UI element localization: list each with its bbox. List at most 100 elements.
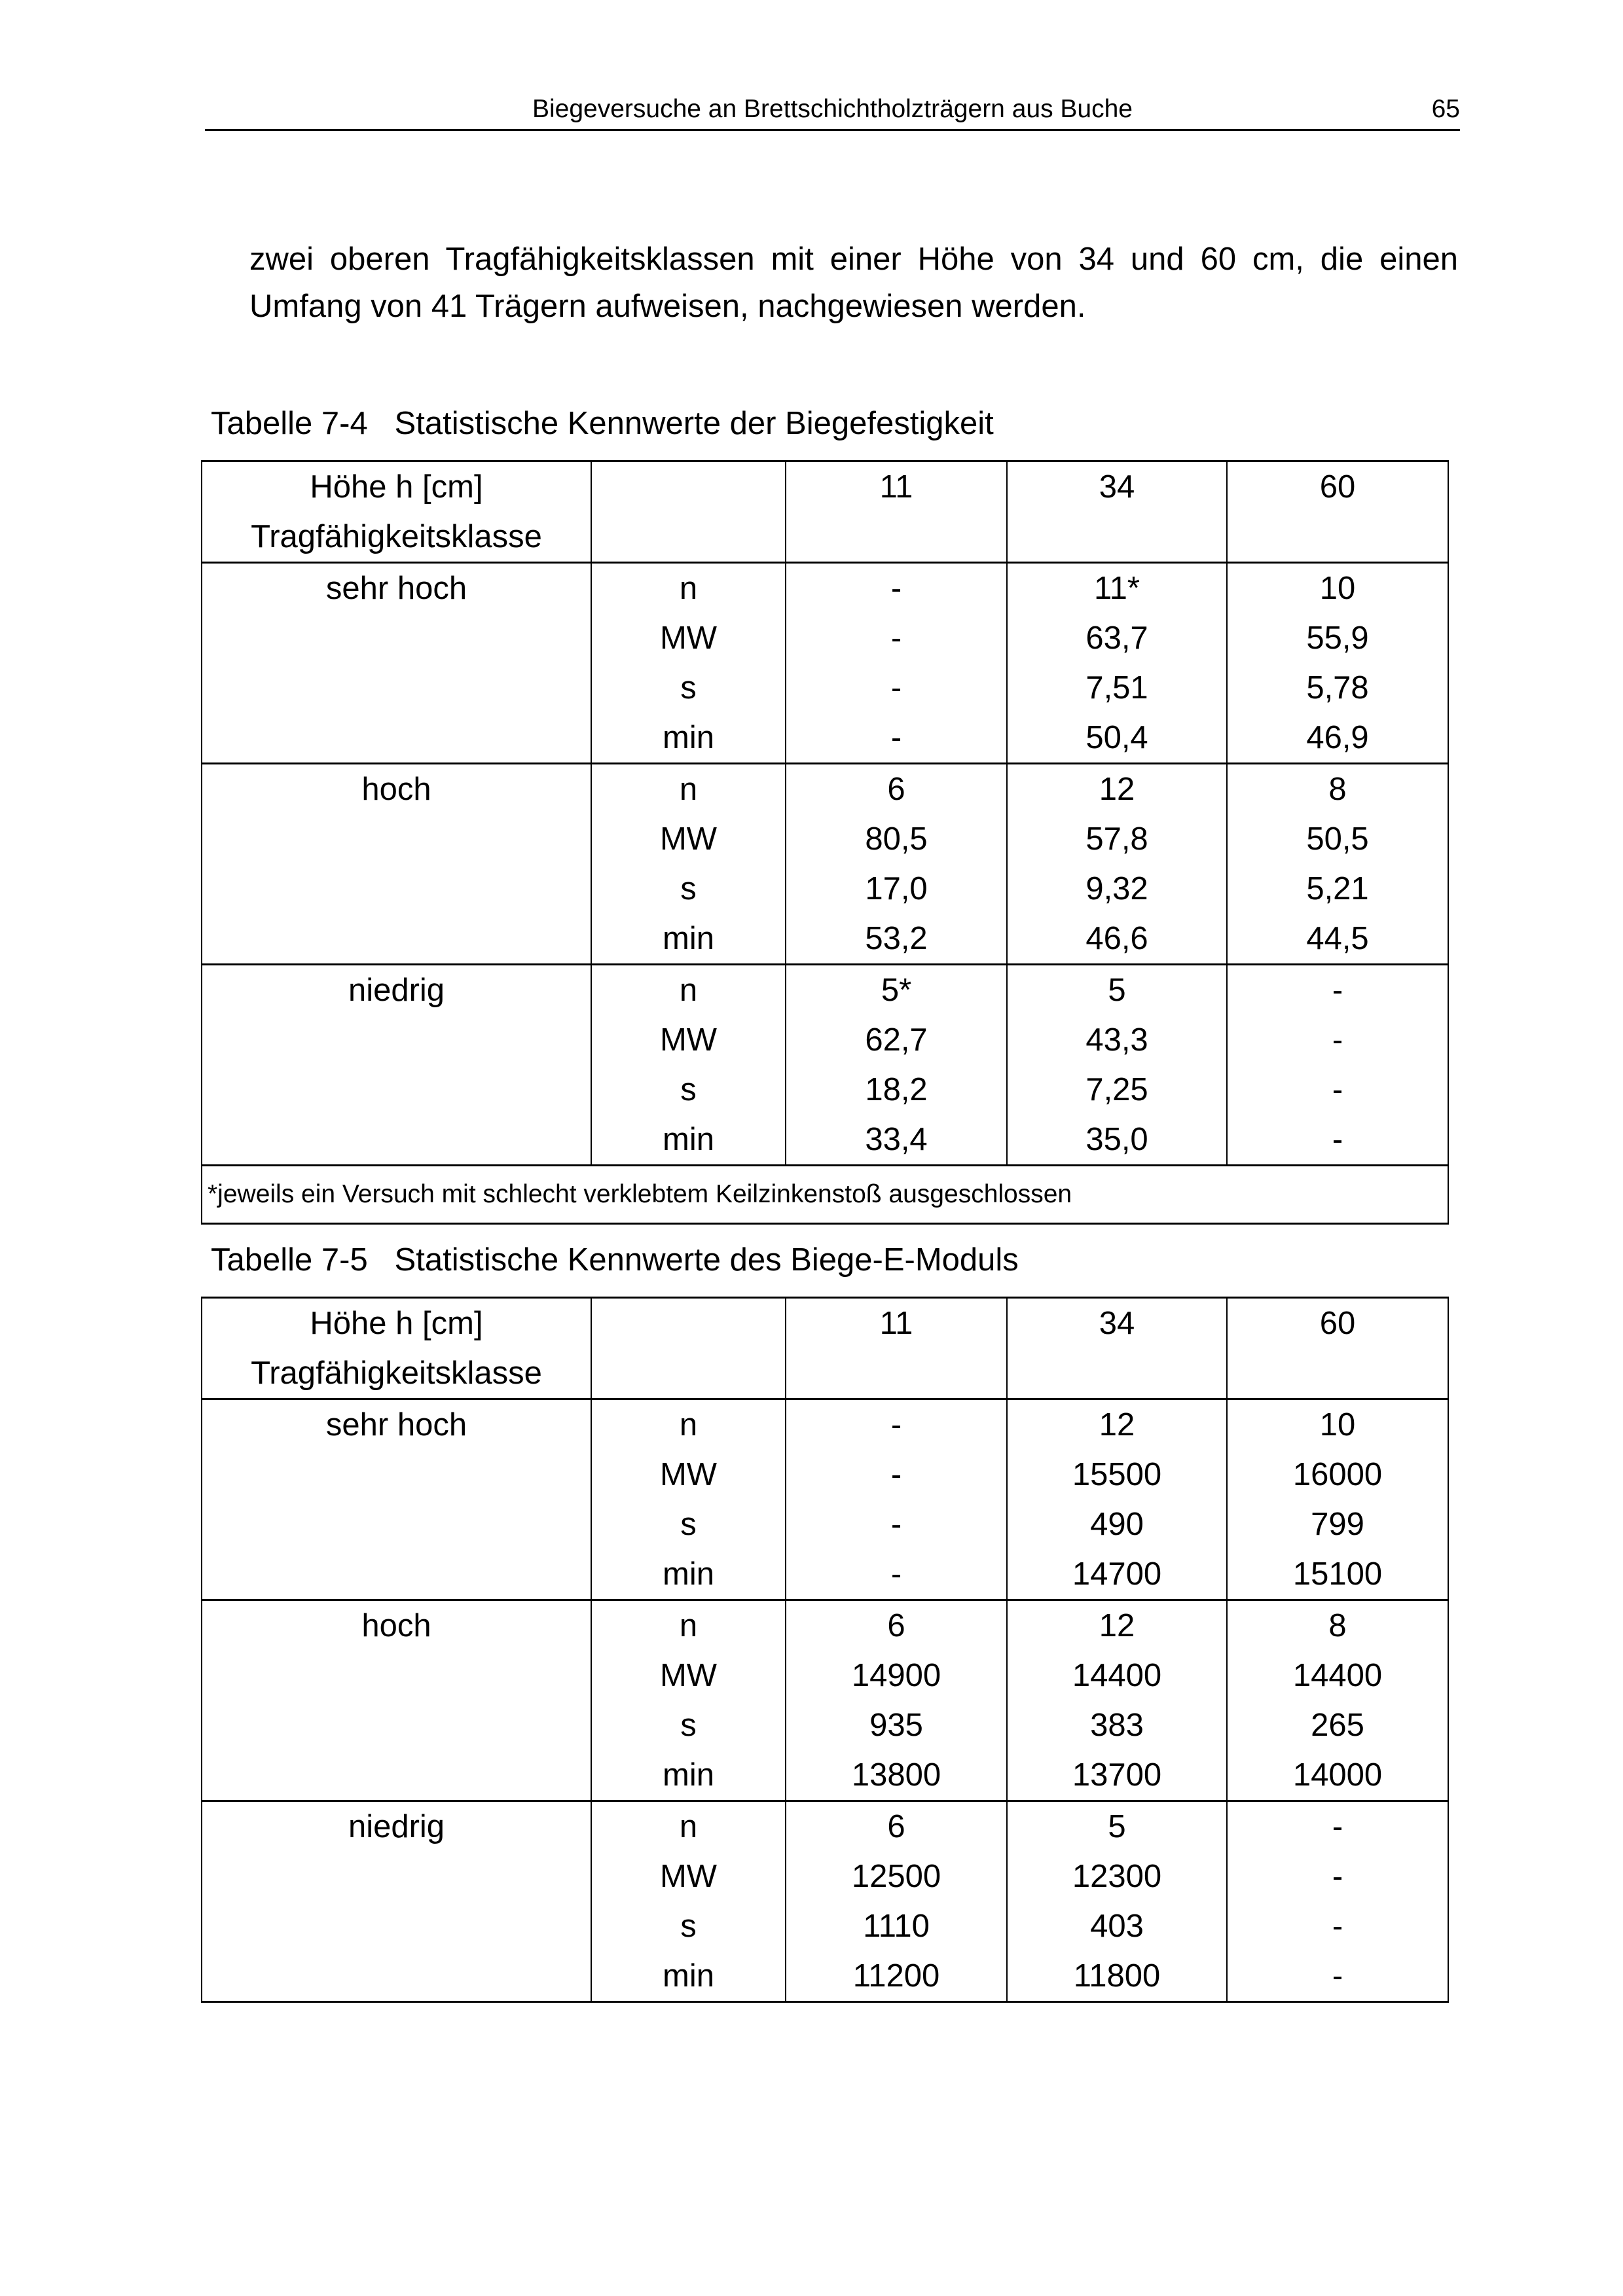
table-value: 57,8 xyxy=(1085,821,1148,857)
stat-label: s xyxy=(680,871,697,906)
table-bending-modulus: Höhe h [cm] Tragfähigkeitsklasse 11 34 60 seh… xyxy=(201,1297,1449,2003)
value-cell: - - - - xyxy=(785,562,1008,764)
value-cell: 5 43,3 7,25 35,0 xyxy=(1006,963,1228,1166)
stat-label: min xyxy=(663,1556,714,1592)
value-cell: 12 15500 490 14700 xyxy=(1006,1398,1228,1600)
column-header-value: 60 xyxy=(1319,1306,1356,1341)
value-cell: 5 12300 403 11800 xyxy=(1006,1800,1228,2003)
table-value: 12300 xyxy=(1072,1859,1162,1894)
column-header-height: 60 xyxy=(1226,460,1449,563)
table-value: 7,51 xyxy=(1085,670,1148,706)
table-row-group: hoch n MW s min 6 14900 935 13800 12 14400 383 13700… xyxy=(201,1599,1449,1801)
table-value: 935 xyxy=(869,1708,923,1743)
table-value: 11* xyxy=(1094,571,1140,606)
value-cell: 11* 63,7 7,51 50,4 xyxy=(1006,562,1228,764)
table-value: 15100 xyxy=(1292,1556,1383,1592)
table-row-group: sehr hoch n MW s min - - - - 12 15500 490 14700 10 160… xyxy=(201,1398,1449,1600)
stat-label: s xyxy=(680,1708,697,1743)
value-cell: 10 55,9 5,78 46,9 xyxy=(1226,562,1449,764)
table-value: 17,0 xyxy=(865,871,928,906)
stat-label: MW xyxy=(659,1022,718,1058)
table-value: 5* xyxy=(881,973,912,1008)
table-value: - xyxy=(890,720,902,755)
table-row-group: sehr hoch n MW s min - - - - 11* 63,7 7,51 50,4 10 55,… xyxy=(201,562,1449,764)
stat-label: s xyxy=(680,670,697,706)
value-cell: - - - - xyxy=(785,1398,1008,1600)
column-header-value: 11 xyxy=(879,469,913,505)
table-value: - xyxy=(890,1507,902,1542)
column-header-height: 11 xyxy=(785,460,1008,563)
stat-label: MW xyxy=(659,1658,718,1693)
stat-label: MW xyxy=(659,1457,718,1492)
stat-label: s xyxy=(680,1072,697,1107)
header-empty-cell xyxy=(591,1297,786,1399)
table-value: 5 xyxy=(1108,1809,1126,1844)
stat-label-cell: n MW s min xyxy=(591,562,786,764)
table-value: 12 xyxy=(1099,1608,1135,1643)
table-value: 62,7 xyxy=(865,1022,928,1058)
column-header-height: 11 xyxy=(785,1297,1008,1399)
table-value: 18,2 xyxy=(865,1072,928,1107)
table-value: 12 xyxy=(1099,1407,1135,1443)
table-value: 5,78 xyxy=(1306,670,1369,706)
value-cell: 8 50,5 5,21 44,5 xyxy=(1226,762,1449,965)
table-value: 14900 xyxy=(851,1658,941,1693)
header-label-cell: Höhe h [cm] Tragfähigkeitsklasse xyxy=(201,1297,592,1399)
table-value: 265 xyxy=(1311,1708,1364,1743)
table-value: 9,32 xyxy=(1085,871,1148,906)
table-value: 10 xyxy=(1319,1407,1356,1443)
body-paragraph: zwei oberen Tragfähigkeitsklassen mit ei… xyxy=(249,242,1458,324)
stat-label: MW xyxy=(659,1859,718,1894)
table-value: 46,9 xyxy=(1306,720,1369,755)
table-footnote: *jeweils ein Versuch mit schlecht verkle… xyxy=(201,1164,1449,1225)
value-cell: 12 14400 383 13700 xyxy=(1006,1599,1228,1801)
table-value: 6 xyxy=(887,1809,905,1844)
table-value: 11200 xyxy=(852,1958,940,1994)
table-value: 46,6 xyxy=(1085,921,1148,956)
table-value: 6 xyxy=(887,1608,905,1643)
table-row-group: niedrig n MW s min 6 12500 1110 11200 5 12300 403 11… xyxy=(201,1800,1449,2003)
table-value: 14400 xyxy=(1292,1658,1383,1693)
stat-label: s xyxy=(680,1507,697,1542)
group-label: sehr hoch xyxy=(325,1407,467,1443)
table-value: 53,2 xyxy=(865,921,928,956)
stat-label: MW xyxy=(659,620,718,656)
group-label-cell: sehr hoch xyxy=(201,562,592,764)
stat-label: min xyxy=(663,1958,714,1994)
value-cell: 6 14900 935 13800 xyxy=(785,1599,1008,1801)
table-value: - xyxy=(1332,1122,1343,1157)
stat-label-cell: n MW s min xyxy=(591,963,786,1166)
table-bending-strength: Höhe h [cm] Tragfähigkeitsklasse 11 34 60 seh… xyxy=(201,460,1449,1225)
table-row-group: hoch n MW s min 6 80,5 17,0 53,2 12 57,8 9,32 46,6 8 5… xyxy=(201,762,1449,965)
table-value: 14700 xyxy=(1072,1556,1162,1592)
value-cell: - - - - xyxy=(1226,963,1449,1166)
table-value: 55,9 xyxy=(1306,620,1369,656)
table-footnote-row: *jeweils ein Versuch mit schlecht verkle… xyxy=(201,1164,1449,1225)
header-label: Höhe h [cm] xyxy=(310,1306,483,1341)
table-value: - xyxy=(890,670,902,706)
table-value: - xyxy=(890,1556,902,1592)
table-value: - xyxy=(1332,973,1343,1008)
table-value: 35,0 xyxy=(1085,1122,1148,1157)
table-value: 33,4 xyxy=(865,1122,928,1157)
table-value: 7,25 xyxy=(1085,1072,1148,1107)
table-value: 44,5 xyxy=(1306,921,1369,956)
table-value: 14400 xyxy=(1072,1658,1162,1693)
table-value: 6 xyxy=(887,772,905,807)
header-label: Höhe h [cm] xyxy=(310,469,483,505)
table-7-5-caption: Tabelle 7-5 Statistische Kennwerte des B… xyxy=(211,1242,1019,1278)
group-label-cell: sehr hoch xyxy=(201,1398,592,1600)
column-header-value: 11 xyxy=(879,1306,913,1341)
stat-label: n xyxy=(679,772,698,807)
table-value: - xyxy=(890,1407,902,1443)
group-label: niedrig xyxy=(348,973,445,1008)
value-cell: 5* 62,7 18,2 33,4 xyxy=(785,963,1008,1166)
stat-label: n xyxy=(679,1407,698,1443)
table-value: 5 xyxy=(1108,973,1126,1008)
stat-label: n xyxy=(679,571,698,606)
stat-label: n xyxy=(679,973,698,1008)
table-value: 8 xyxy=(1328,1608,1347,1643)
page-number: 65 xyxy=(1431,95,1460,123)
table-value: 490 xyxy=(1090,1507,1144,1542)
stat-label: n xyxy=(679,1809,698,1844)
